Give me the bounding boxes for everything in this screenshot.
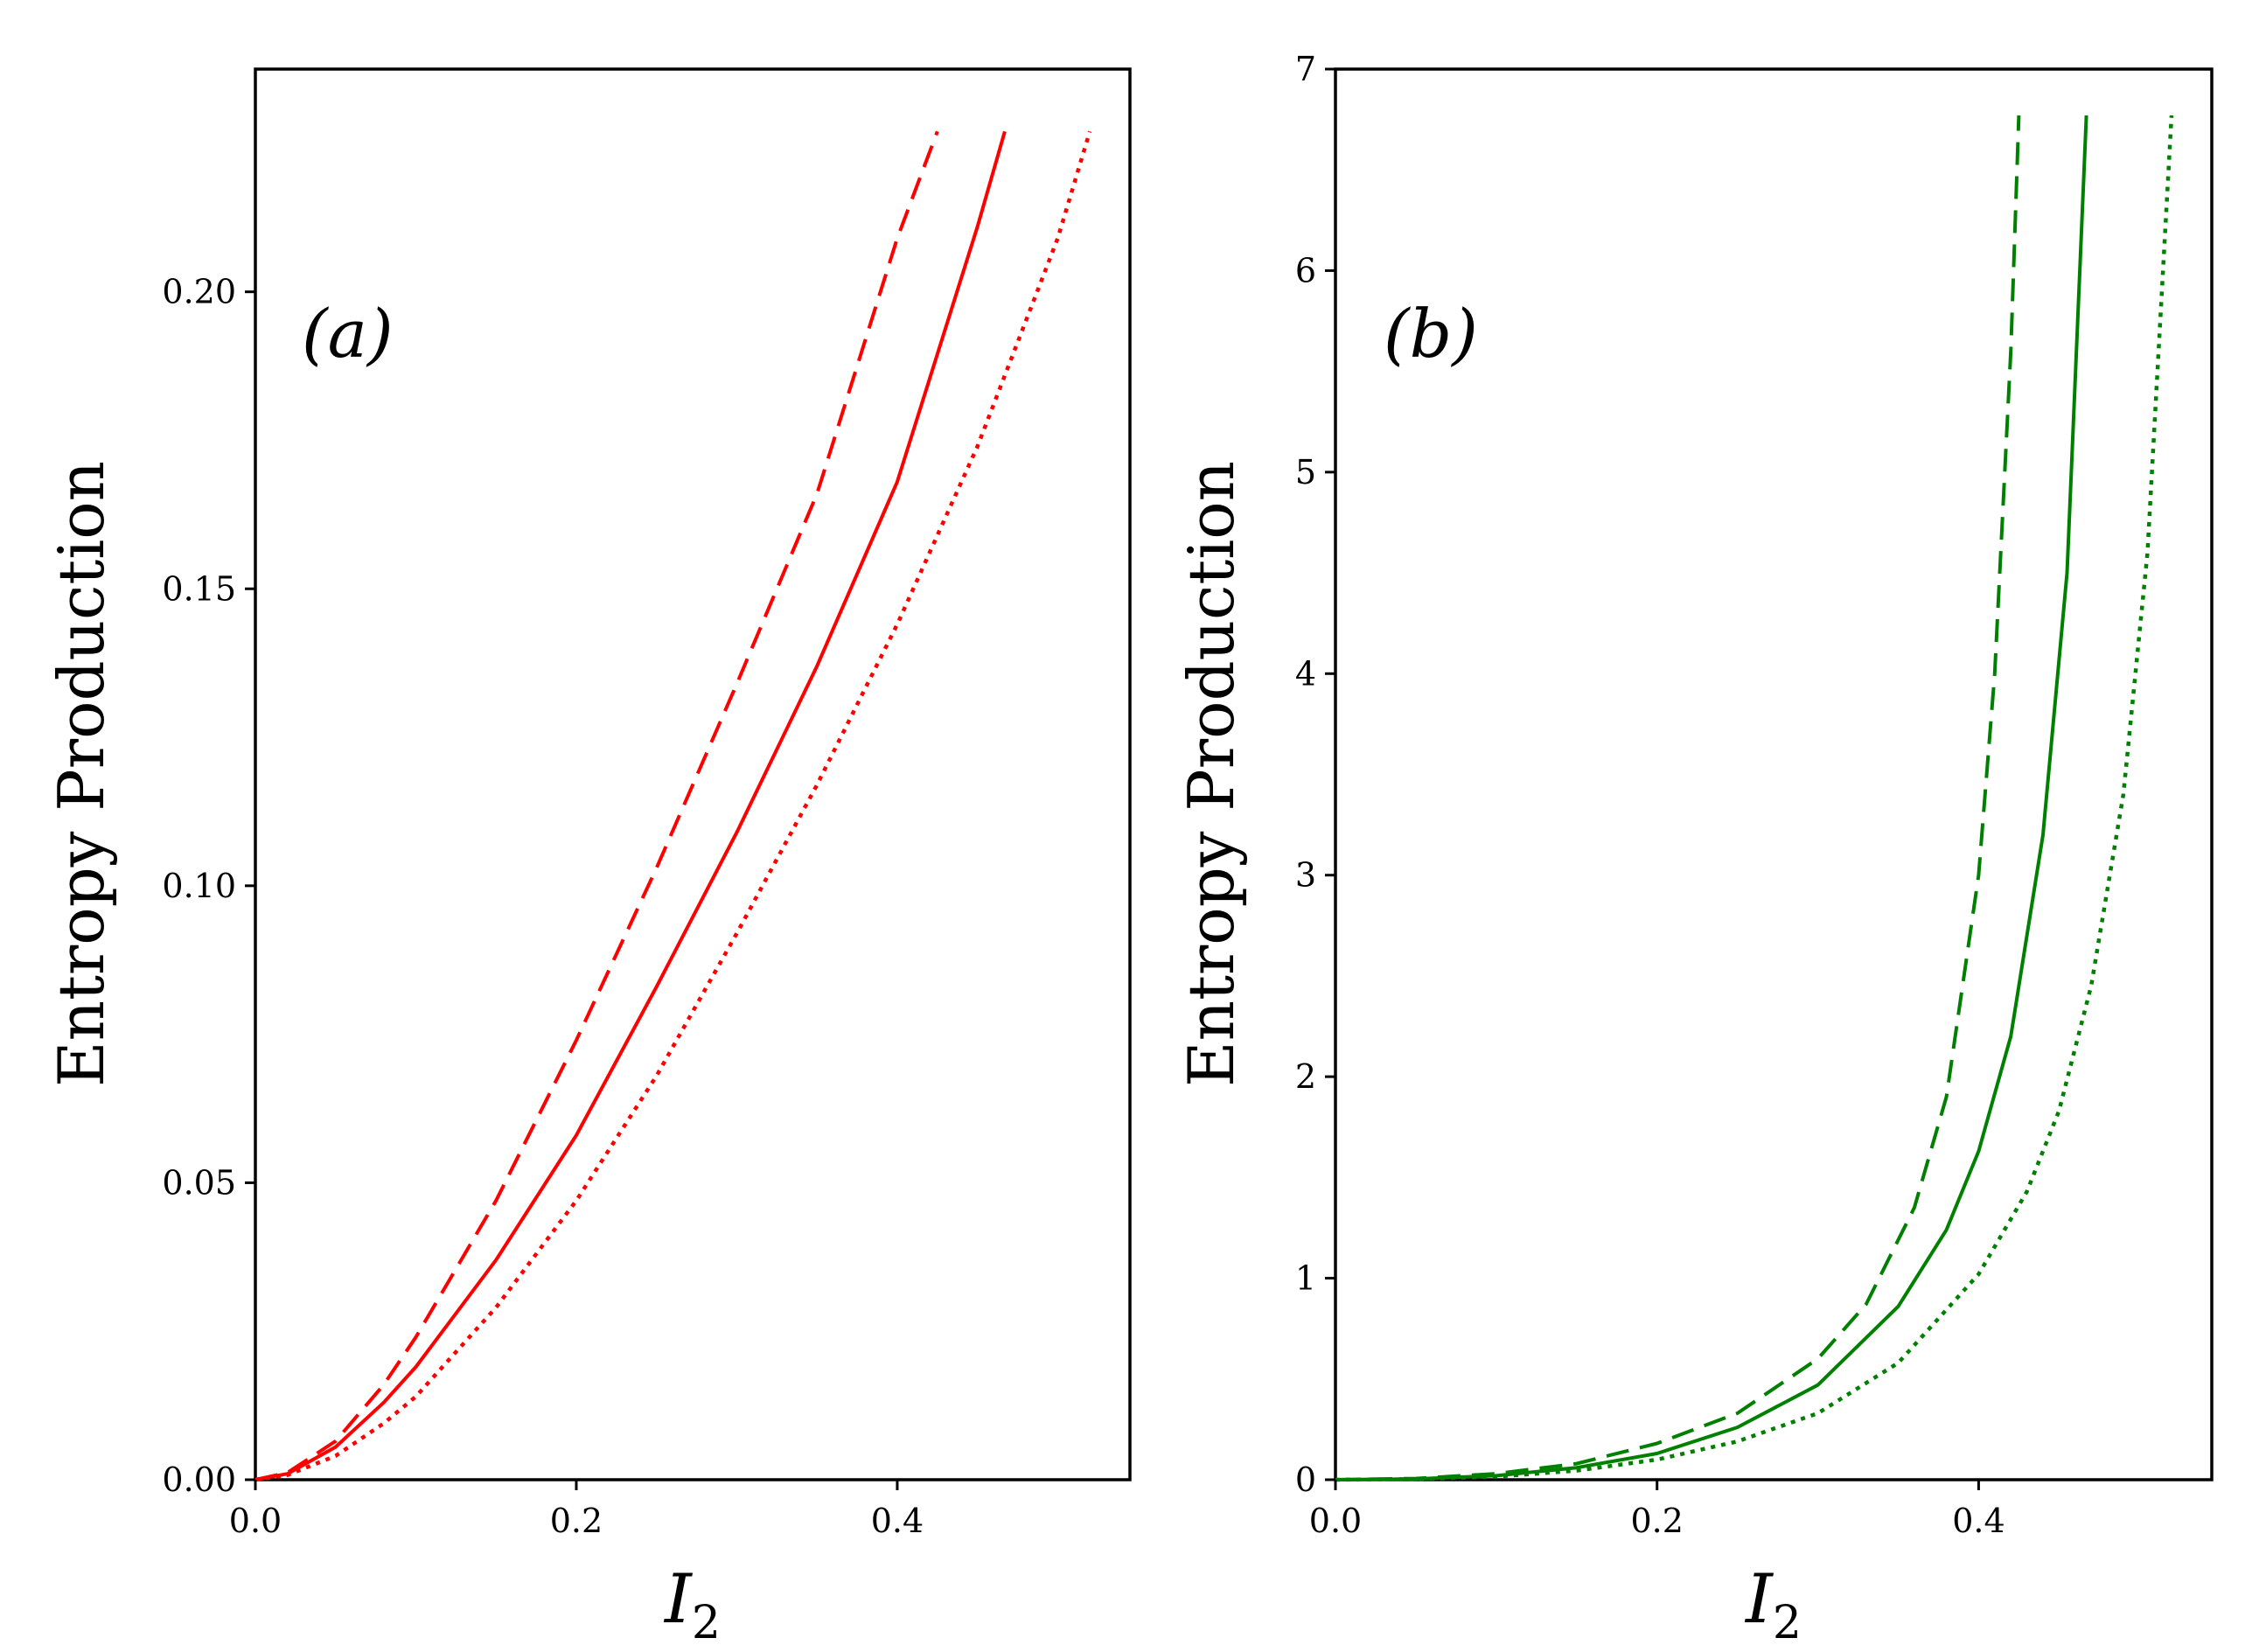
y-axis-title-b: Entropy Production — [1175, 461, 1248, 1087]
y-tick-label-b: 5 — [1295, 453, 1316, 491]
y-ticks-a: 0.00 0.05 0.10 0.15 0.20 — [162, 273, 255, 1499]
series-solid-line-b — [1335, 115, 2088, 1481]
y-ticks-b: 0 1 2 3 4 5 6 7 — [1295, 50, 1335, 1499]
y-tick-label-b: 6 — [1295, 251, 1316, 289]
plot-frame-a — [254, 67, 1132, 1481]
x-ticks-a: 0.0 0.2 0.4 — [229, 1480, 924, 1540]
x-axis-title-sub-b: 2 — [1773, 1597, 1802, 1649]
x-axis-title-main-a: I — [663, 1560, 694, 1639]
panel-a: 0.0 0.2 0.4 0.00 0.05 0.10 0.15 0.20 (a) Entro… — [45, 67, 1132, 1649]
y-tick-label-b: 4 — [1295, 654, 1316, 693]
x-tick-label-a: 0.2 — [550, 1502, 603, 1540]
series-solid-line-a — [254, 130, 1007, 1481]
y-tick-label-b: 2 — [1295, 1057, 1316, 1096]
y-tick-label-a: 0.20 — [162, 273, 236, 311]
y-tick-label-a: 0.10 — [162, 867, 236, 905]
x-tick-label-b: 0.0 — [1309, 1502, 1362, 1540]
x-tick-label-b: 0.2 — [1630, 1502, 1683, 1540]
y-tick-label-b: 1 — [1295, 1259, 1316, 1298]
series-dashed-line-b — [1335, 115, 2021, 1481]
x-ticks-b: 0.0 0.2 0.4 — [1309, 1480, 2005, 1540]
panel-label-a: (a) — [302, 295, 394, 373]
y-tick-label-b: 3 — [1295, 856, 1316, 895]
x-axis-title-main-b: I — [1744, 1560, 1774, 1639]
x-axis-title-sub-a: 2 — [692, 1597, 721, 1649]
x-tick-label-a: 0.0 — [229, 1502, 282, 1540]
panel-b: 0.0 0.2 0.4 0 1 2 3 4 5 6 7 (b) Entropy Productio… — [1175, 50, 2214, 1649]
y-tick-label-b: 0 — [1295, 1460, 1316, 1499]
y-tick-label-b: 7 — [1295, 50, 1316, 88]
y-axis-title-a: Entropy Production — [45, 461, 118, 1087]
panel-label-b: (b) — [1384, 295, 1478, 373]
x-tick-label-b: 0.4 — [1952, 1502, 2005, 1540]
x-tick-label-a: 0.4 — [871, 1502, 924, 1540]
y-tick-label-a: 0.00 — [162, 1460, 236, 1499]
x-axis-title-a: I2 — [663, 1560, 721, 1649]
series-dotted-line-a — [254, 130, 1092, 1482]
series-layer-b — [1335, 115, 2174, 1482]
series-layer-a — [254, 130, 1092, 1482]
y-tick-label-a: 0.05 — [162, 1163, 236, 1202]
series-dotted-line-b — [1335, 115, 2174, 1482]
y-tick-label-a: 0.15 — [162, 569, 236, 608]
series-dashed-line-a — [254, 130, 939, 1481]
plot-frame-b — [1334, 67, 2214, 1481]
x-axis-title-b: I2 — [1744, 1560, 1802, 1649]
